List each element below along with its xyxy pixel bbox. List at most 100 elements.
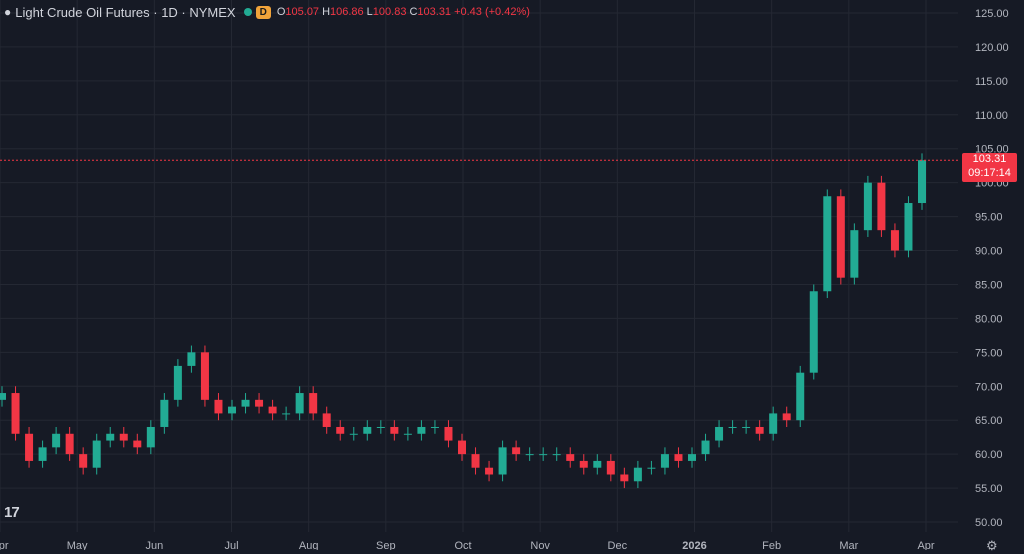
candle-body[interactable] [458, 440, 466, 455]
candle-body[interactable] [782, 413, 791, 421]
candlestick-series[interactable] [0, 153, 926, 489]
time-tick-label: Nov [530, 540, 550, 550]
candle-body[interactable] [579, 460, 588, 468]
candle-body[interactable] [633, 467, 642, 482]
candle-body[interactable] [606, 460, 615, 475]
candle-body[interactable] [336, 426, 345, 434]
candle-body[interactable] [728, 426, 737, 428]
price-tick-label: 55.00 [975, 483, 1003, 495]
candle-body[interactable] [823, 196, 832, 292]
low-label: L [366, 6, 373, 18]
candle-body[interactable] [525, 454, 534, 456]
data-type-badge[interactable]: D [255, 5, 271, 19]
price-tick-label: 115.00 [975, 76, 1008, 88]
candle-body[interactable] [160, 399, 169, 427]
price-tick-label: 85.00 [975, 279, 1003, 291]
candle-body[interactable] [863, 182, 872, 231]
candle-body[interactable] [11, 393, 20, 434]
candle-body[interactable] [566, 454, 575, 461]
candle-body[interactable] [295, 393, 304, 414]
candle-body[interactable] [363, 426, 372, 434]
time-tick-label: 2026 [682, 540, 706, 550]
candle-body[interactable] [403, 433, 412, 435]
candle-body[interactable] [755, 426, 764, 434]
candle-body[interactable] [715, 426, 724, 441]
candle-body[interactable] [376, 426, 385, 428]
price-tick-label: 120.00 [975, 42, 1009, 54]
candle-body[interactable] [593, 460, 602, 468]
candle-body[interactable] [809, 291, 818, 373]
candle-body[interactable] [133, 440, 142, 448]
candle-body[interactable] [850, 230, 859, 278]
candle-body[interactable] [836, 196, 845, 278]
oil-drop-icon: ● [4, 5, 12, 19]
candle-body[interactable] [38, 447, 47, 461]
candle-body[interactable] [701, 440, 710, 455]
time-tick-label: Oct [454, 540, 471, 550]
last-price-label: 103.31 09:17:14 [962, 153, 1017, 182]
candle-body[interactable] [268, 406, 277, 414]
candle-body[interactable] [674, 454, 683, 461]
low-value: 100.83 [372, 6, 407, 18]
candle-body[interactable] [877, 182, 886, 231]
candle-body[interactable] [241, 399, 250, 407]
price-tick-label: 110.00 [975, 110, 1008, 122]
symbol-title[interactable]: Light Crude Oil Futures · 1D · NYMEX [15, 4, 236, 20]
candle-body[interactable] [282, 413, 291, 415]
candle-body[interactable] [552, 454, 561, 456]
candle-body[interactable] [890, 230, 899, 251]
candle-body[interactable] [309, 393, 318, 414]
tradingview-logo-icon[interactable]: 17 [4, 504, 20, 521]
bar-countdown: 09:17:14 [968, 167, 1011, 179]
price-tick-label: 125.00 [975, 8, 1009, 20]
candle-body[interactable] [660, 454, 669, 468]
candle-body[interactable] [0, 393, 6, 400]
candle-body[interactable] [444, 426, 453, 441]
candle-body[interactable] [214, 399, 223, 414]
candle-body[interactable] [647, 467, 656, 469]
time-tick-label: Jul [224, 540, 238, 550]
candle-body[interactable] [255, 399, 264, 407]
candle-body[interactable] [200, 352, 209, 400]
candle-body[interactable] [106, 433, 115, 441]
candle-body[interactable] [688, 454, 696, 461]
candle-body[interactable] [539, 454, 548, 456]
candle-body[interactable] [65, 433, 74, 455]
candle-body[interactable] [904, 203, 913, 251]
candle-body[interactable] [146, 426, 155, 448]
candle-body[interactable] [79, 454, 88, 468]
candle-body[interactable] [52, 433, 61, 448]
gear-icon[interactable]: ⚙ [986, 538, 998, 553]
candle-body[interactable] [796, 372, 805, 421]
candle-body[interactable] [485, 467, 494, 475]
time-tick-label: Feb [762, 540, 781, 550]
candle-body[interactable] [620, 474, 629, 482]
price-tick-label: 105.00 [975, 144, 1009, 156]
candle-body[interactable] [173, 365, 182, 400]
candle-body[interactable] [25, 433, 34, 461]
candle-body[interactable] [349, 433, 358, 435]
close-label: C [409, 6, 418, 18]
candle-body[interactable] [512, 447, 521, 455]
candle-body[interactable] [322, 413, 331, 427]
change-value: +0.43 (+0.42%) [454, 6, 530, 18]
time-tick-label: Dec [608, 540, 628, 550]
candle-body[interactable] [119, 433, 128, 441]
candle-body[interactable] [918, 160, 926, 204]
open-value: 105.07 [285, 6, 320, 18]
market-status-icon[interactable] [243, 8, 252, 16]
candle-body[interactable] [498, 447, 507, 475]
time-axis[interactable]: Apr May Jun Jul Aug Sep Oct Nov Dec 2026 Feb Mar Apr [0, 540, 935, 550]
candle-body[interactable] [187, 352, 196, 366]
candle-body[interactable] [769, 413, 778, 434]
candle-body[interactable] [742, 426, 751, 428]
candle-body[interactable] [92, 440, 101, 468]
candle-body[interactable] [417, 426, 426, 434]
time-tick-label: Sep [376, 540, 396, 550]
candle-body[interactable] [430, 426, 439, 428]
price-axis[interactable]: 125.00120.00115.00110.00105.00100.0095.0… [975, 8, 1009, 529]
candle-body[interactable] [390, 426, 399, 434]
candle-body[interactable] [228, 406, 236, 414]
candle-body[interactable] [471, 454, 480, 468]
